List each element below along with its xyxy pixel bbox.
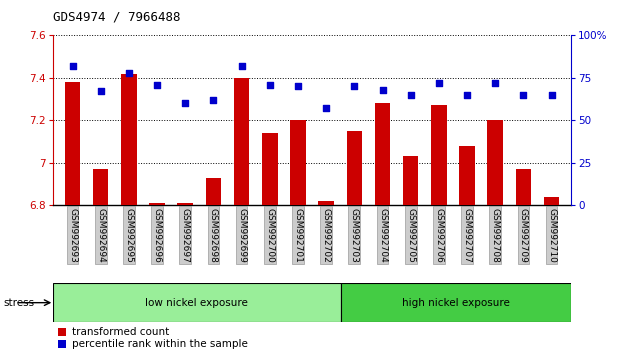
Bar: [431, 105, 446, 205]
Text: GSM992706: GSM992706: [434, 208, 443, 263]
Point: [265, 82, 274, 87]
Bar: [544, 197, 560, 205]
Bar: [206, 178, 221, 205]
Text: GSM992696: GSM992696: [153, 208, 161, 263]
Text: GSM992700: GSM992700: [265, 208, 274, 263]
Text: GSM992694: GSM992694: [96, 208, 105, 262]
Text: GDS4974 / 7966488: GDS4974 / 7966488: [53, 11, 180, 24]
Text: GSM992701: GSM992701: [294, 208, 302, 263]
Text: GSM992695: GSM992695: [124, 208, 134, 263]
Bar: [93, 169, 109, 205]
Text: low nickel exposure: low nickel exposure: [145, 298, 248, 308]
Bar: [53, 283, 341, 322]
Text: GSM992707: GSM992707: [463, 208, 471, 263]
Point: [180, 101, 190, 106]
Point: [237, 63, 247, 69]
Bar: [347, 131, 362, 205]
Bar: [290, 120, 306, 205]
Bar: [487, 120, 503, 205]
Point: [293, 84, 303, 89]
Bar: [341, 283, 571, 322]
Bar: [374, 103, 390, 205]
Point: [434, 80, 444, 86]
Point: [124, 70, 134, 76]
Point: [152, 82, 162, 87]
Bar: [319, 201, 334, 205]
Bar: [234, 78, 250, 205]
Bar: [65, 82, 80, 205]
Text: GSM992698: GSM992698: [209, 208, 218, 263]
Text: GSM992705: GSM992705: [406, 208, 415, 263]
Text: GSM992710: GSM992710: [547, 208, 556, 263]
Bar: [121, 74, 137, 205]
Point: [406, 92, 415, 98]
Point: [462, 92, 472, 98]
Text: GSM992709: GSM992709: [519, 208, 528, 263]
Bar: [178, 203, 193, 205]
Text: high nickel exposure: high nickel exposure: [402, 298, 510, 308]
Text: GSM992703: GSM992703: [350, 208, 359, 263]
Bar: [149, 203, 165, 205]
Bar: [460, 146, 475, 205]
Point: [378, 87, 388, 93]
Text: GSM992704: GSM992704: [378, 208, 387, 262]
Text: GSM992693: GSM992693: [68, 208, 77, 263]
Text: GSM992697: GSM992697: [181, 208, 190, 263]
Point: [321, 105, 331, 111]
Point: [546, 92, 556, 98]
Text: GSM992708: GSM992708: [491, 208, 500, 263]
Text: GSM992702: GSM992702: [322, 208, 330, 262]
Bar: [262, 133, 278, 205]
Legend: transformed count, percentile rank within the sample: transformed count, percentile rank withi…: [58, 327, 247, 349]
Point: [96, 88, 106, 94]
Point: [68, 63, 78, 69]
Text: GSM992699: GSM992699: [237, 208, 246, 263]
Text: stress: stress: [3, 298, 34, 308]
Point: [209, 97, 219, 103]
Point: [350, 84, 360, 89]
Point: [490, 80, 500, 86]
Point: [519, 92, 528, 98]
Bar: [515, 169, 531, 205]
Bar: [403, 156, 419, 205]
